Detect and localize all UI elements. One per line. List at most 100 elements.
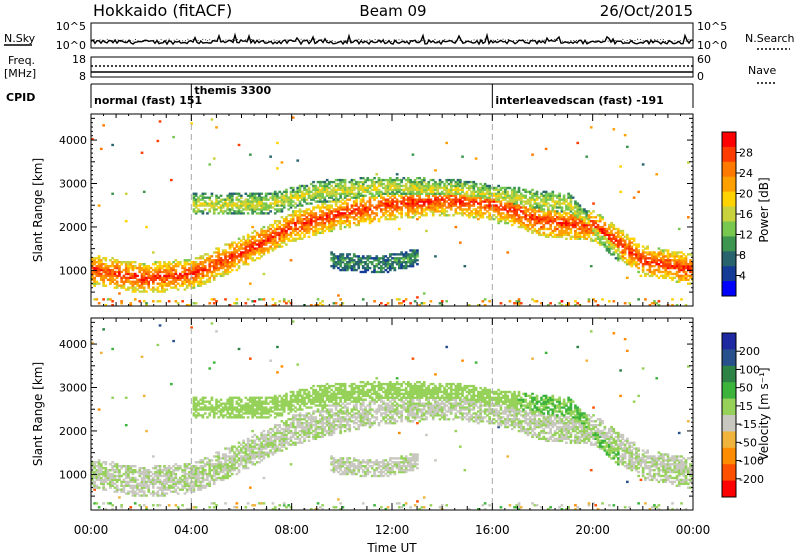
- power-cell: [224, 200, 227, 203]
- power-cell: [529, 227, 532, 231]
- power-cell: [434, 198, 437, 201]
- power-cell: [355, 263, 358, 266]
- power-cell: [562, 223, 566, 227]
- power-cell: [303, 192, 306, 195]
- power-cell: [314, 216, 318, 219]
- power-cell: [384, 204, 388, 207]
- power-cell: [409, 208, 412, 211]
- nsky-label: N.Sky: [4, 32, 36, 45]
- velocity-cell: [156, 494, 160, 497]
- power-cell: [411, 216, 415, 219]
- power-cell: [583, 233, 586, 237]
- power-cell: [291, 229, 295, 233]
- power-cell: [391, 202, 394, 205]
- power-cell: [531, 214, 534, 217]
- power-cell: [235, 206, 239, 209]
- power-cell: [199, 276, 203, 280]
- power-cell: [603, 227, 607, 231]
- power-cell: [258, 247, 261, 250]
- power-cell: [592, 233, 595, 237]
- power-cell: [506, 218, 510, 221]
- power-cell: [400, 200, 403, 203]
- power-cell: [115, 265, 119, 268]
- power-cell: [262, 206, 266, 209]
- power-cell: [289, 206, 293, 209]
- velocity-cell: [111, 474, 114, 478]
- velocity-cell: [100, 465, 103, 468]
- power-cell: [140, 151, 144, 154]
- power-cell: [113, 261, 117, 264]
- power-cell: [380, 202, 383, 205]
- velocity-cell: [179, 467, 182, 470]
- power-cell: [558, 225, 561, 229]
- power-cell: [413, 184, 417, 188]
- power-cell: [364, 178, 367, 182]
- power-cell: [185, 280, 189, 283]
- velocity-cell: [170, 484, 173, 487]
- power-cell: [657, 251, 661, 254]
- power-cell: [565, 221, 568, 225]
- velocity-cell: [124, 474, 128, 478]
- power-cell: [589, 225, 593, 229]
- power-cell: [278, 225, 282, 229]
- power-cell: [440, 206, 444, 209]
- power-cell: [312, 188, 315, 192]
- power-cell: [181, 266, 184, 270]
- velocity-cell: [124, 492, 128, 495]
- velocity-cell: [185, 465, 189, 468]
- power-cell: [427, 180, 431, 184]
- velocity-cell: [113, 490, 117, 493]
- power-cell: [280, 241, 284, 244]
- power-cell: [276, 233, 279, 237]
- power-cell: [343, 268, 347, 272]
- power-cell: [258, 253, 261, 256]
- power-cell: [273, 247, 277, 250]
- power-cell: [384, 190, 388, 194]
- power-cell: [197, 282, 200, 285]
- power-cell: [506, 202, 510, 205]
- power-cell: [361, 186, 365, 190]
- power-colorbar-label: Power [dB]: [757, 177, 771, 242]
- power-cell: [366, 263, 370, 266]
- power-cell: [431, 190, 435, 194]
- power-cell: [242, 202, 245, 205]
- power-cell: [499, 186, 503, 190]
- power-cell: [468, 188, 471, 192]
- velocity-cell: [142, 504, 146, 507]
- power-cell: [384, 265, 388, 268]
- power-cell: [352, 255, 356, 258]
- power-cell: [689, 265, 692, 268]
- power-cell: [671, 298, 674, 301]
- power-cell: [425, 184, 428, 188]
- power-cell: [158, 261, 162, 264]
- power-cell: [332, 225, 336, 229]
- power-cell: [364, 188, 367, 192]
- power-cell: [269, 233, 272, 237]
- velocity-cell: [147, 480, 151, 484]
- power-cell: [192, 276, 196, 280]
- power-cell: [267, 241, 270, 244]
- power-cell: [542, 214, 546, 217]
- power-cell: [215, 247, 218, 250]
- power-cell: [280, 204, 284, 207]
- power-cell: [411, 259, 415, 262]
- power-cell: [361, 270, 365, 274]
- power-cell: [373, 218, 376, 221]
- colorbar-swatch: [722, 251, 736, 267]
- power-cell: [375, 196, 379, 199]
- power-cell: [93, 257, 96, 260]
- power-cell: [544, 192, 548, 195]
- power-cell: [461, 212, 464, 215]
- velocity-cell: [129, 470, 133, 474]
- power-cell: [251, 198, 254, 201]
- power-cell: [280, 210, 284, 213]
- power-cell: [524, 214, 528, 217]
- velocity-cell: [165, 480, 169, 484]
- power-cell: [124, 278, 128, 281]
- velocity-cell: [142, 474, 146, 478]
- power-cell: [402, 202, 406, 205]
- velocity-cell: [152, 494, 155, 497]
- power-cell: [495, 196, 498, 199]
- power-cell: [574, 204, 577, 207]
- power-cell: [201, 263, 205, 266]
